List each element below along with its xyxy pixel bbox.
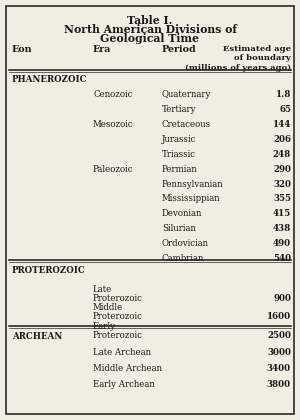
Text: 438: 438 bbox=[273, 224, 291, 233]
Text: 415: 415 bbox=[273, 209, 291, 218]
Text: Quaternary: Quaternary bbox=[162, 90, 211, 99]
Text: Ordovician: Ordovician bbox=[162, 239, 209, 248]
Text: Late Archean: Late Archean bbox=[93, 348, 151, 357]
Text: Proterozoic: Proterozoic bbox=[93, 331, 143, 340]
Text: Era: Era bbox=[93, 45, 111, 54]
Text: Paleozoic: Paleozoic bbox=[93, 165, 134, 173]
Text: PROTEROZOIC: PROTEROZOIC bbox=[12, 266, 86, 275]
Text: Early: Early bbox=[93, 321, 116, 331]
Text: Devonian: Devonian bbox=[162, 209, 202, 218]
Text: Pennsylvanian: Pennsylvanian bbox=[162, 179, 224, 189]
Text: 490: 490 bbox=[273, 239, 291, 248]
Text: Period: Period bbox=[162, 45, 196, 54]
Text: 3800: 3800 bbox=[267, 380, 291, 389]
Text: Middle Archean: Middle Archean bbox=[93, 364, 162, 373]
Text: Cenozoic: Cenozoic bbox=[93, 90, 132, 99]
Text: 3400: 3400 bbox=[267, 364, 291, 373]
Text: Silurian: Silurian bbox=[162, 224, 196, 233]
Text: 206: 206 bbox=[273, 135, 291, 144]
Text: Eon: Eon bbox=[12, 45, 32, 54]
Text: Proterozoic: Proterozoic bbox=[93, 294, 143, 303]
Text: 2500: 2500 bbox=[267, 331, 291, 340]
Text: Mesozoic: Mesozoic bbox=[93, 120, 134, 129]
Text: Late: Late bbox=[93, 284, 112, 294]
Text: Permian: Permian bbox=[162, 165, 198, 173]
Text: Geological Time: Geological Time bbox=[100, 33, 200, 44]
Text: 3000: 3000 bbox=[267, 348, 291, 357]
Text: Tertiary: Tertiary bbox=[162, 105, 196, 114]
Text: Table I.: Table I. bbox=[127, 15, 173, 26]
Text: 355: 355 bbox=[273, 194, 291, 203]
Text: 248: 248 bbox=[273, 150, 291, 159]
Text: North American Divisions of: North American Divisions of bbox=[64, 24, 236, 35]
Text: Middle: Middle bbox=[93, 303, 123, 312]
Text: Triassic: Triassic bbox=[162, 150, 196, 159]
Text: 65: 65 bbox=[279, 105, 291, 114]
Text: 540: 540 bbox=[273, 254, 291, 263]
Text: Mississippian: Mississippian bbox=[162, 194, 220, 203]
Text: Early Archean: Early Archean bbox=[93, 380, 155, 389]
Text: 320: 320 bbox=[273, 179, 291, 189]
Text: PHANEROZOIC: PHANEROZOIC bbox=[12, 75, 88, 84]
Text: 290: 290 bbox=[273, 165, 291, 173]
Text: Jurassic: Jurassic bbox=[162, 135, 196, 144]
Text: Cretaceous: Cretaceous bbox=[162, 120, 211, 129]
Text: 1.8: 1.8 bbox=[276, 90, 291, 99]
Text: 1600: 1600 bbox=[267, 312, 291, 321]
Text: Cambrian: Cambrian bbox=[162, 254, 204, 263]
Text: Proterozoic: Proterozoic bbox=[93, 312, 143, 321]
Text: 144: 144 bbox=[273, 120, 291, 129]
Text: Estimated age
of boundary
(millions of years ago): Estimated age of boundary (millions of y… bbox=[185, 45, 291, 72]
Text: ARCHEAN: ARCHEAN bbox=[12, 332, 62, 341]
Text: 900: 900 bbox=[273, 294, 291, 303]
